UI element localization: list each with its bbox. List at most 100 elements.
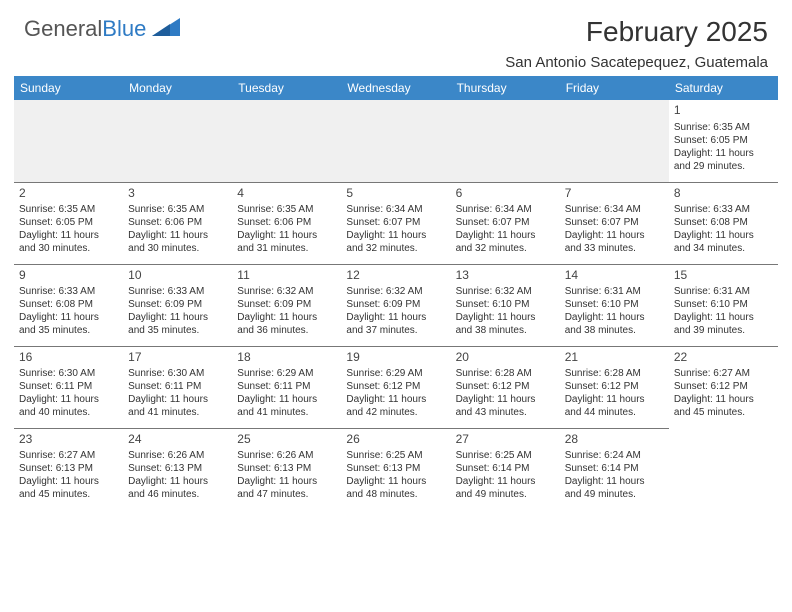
daylight-line: and 43 minutes.: [456, 406, 555, 419]
sunrise-line: Sunrise: 6:31 AM: [565, 285, 664, 298]
calendar-week-row: 16Sunrise: 6:30 AMSunset: 6:11 PMDayligh…: [14, 346, 778, 428]
day-number: 26: [346, 432, 445, 448]
sunset-line: Sunset: 6:06 PM: [237, 216, 336, 229]
calendar-cell: 27Sunrise: 6:25 AMSunset: 6:14 PMDayligh…: [451, 428, 560, 510]
day-number: 2: [19, 186, 118, 202]
calendar-cell: 2Sunrise: 6:35 AMSunset: 6:05 PMDaylight…: [14, 182, 123, 264]
calendar-cell-empty: [123, 100, 232, 182]
calendar-cell-empty: [560, 100, 669, 182]
sunrise-line: Sunrise: 6:35 AM: [237, 203, 336, 216]
daylight-line: and 32 minutes.: [456, 242, 555, 255]
sunset-line: Sunset: 6:13 PM: [128, 462, 227, 475]
daylight-line: Daylight: 11 hours: [456, 475, 555, 488]
sunset-line: Sunset: 6:09 PM: [237, 298, 336, 311]
day-number: 13: [456, 268, 555, 284]
daylight-line: Daylight: 11 hours: [346, 229, 445, 242]
daylight-line: and 33 minutes.: [565, 242, 664, 255]
daylight-line: Daylight: 11 hours: [237, 393, 336, 406]
day-number: 6: [456, 186, 555, 202]
calendar-cell: 17Sunrise: 6:30 AMSunset: 6:11 PMDayligh…: [123, 346, 232, 428]
sunrise-line: Sunrise: 6:28 AM: [456, 367, 555, 380]
daylight-line: and 32 minutes.: [346, 242, 445, 255]
daylight-line: Daylight: 11 hours: [128, 311, 227, 324]
day-number: 22: [674, 350, 773, 366]
daylight-line: and 38 minutes.: [456, 324, 555, 337]
day-number: 27: [456, 432, 555, 448]
day-number: 12: [346, 268, 445, 284]
daylight-line: Daylight: 11 hours: [456, 311, 555, 324]
daylight-line: and 42 minutes.: [346, 406, 445, 419]
sunrise-line: Sunrise: 6:33 AM: [128, 285, 227, 298]
calendar-cell: 10Sunrise: 6:33 AMSunset: 6:09 PMDayligh…: [123, 264, 232, 346]
sunset-line: Sunset: 6:12 PM: [456, 380, 555, 393]
sunrise-line: Sunrise: 6:24 AM: [565, 449, 664, 462]
day-number: 9: [19, 268, 118, 284]
daylight-line: and 36 minutes.: [237, 324, 336, 337]
calendar-cell: 26Sunrise: 6:25 AMSunset: 6:13 PMDayligh…: [341, 428, 450, 510]
sunrise-line: Sunrise: 6:34 AM: [456, 203, 555, 216]
sunrise-line: Sunrise: 6:35 AM: [19, 203, 118, 216]
sunset-line: Sunset: 6:08 PM: [19, 298, 118, 311]
daylight-line: Daylight: 11 hours: [674, 311, 773, 324]
day-number: 1: [674, 103, 773, 119]
day-number: 21: [565, 350, 664, 366]
calendar-week-row: 2Sunrise: 6:35 AMSunset: 6:05 PMDaylight…: [14, 182, 778, 264]
sunset-line: Sunset: 6:12 PM: [346, 380, 445, 393]
daylight-line: Daylight: 11 hours: [19, 311, 118, 324]
day-number: 10: [128, 268, 227, 284]
day-number: 14: [565, 268, 664, 284]
location-subtitle: San Antonio Sacatepequez, Guatemala: [505, 54, 768, 71]
day-number: 28: [565, 432, 664, 448]
weekday-header: Saturday: [669, 76, 778, 100]
calendar-cell: 23Sunrise: 6:27 AMSunset: 6:13 PMDayligh…: [14, 428, 123, 510]
logo-triangle-icon: [152, 18, 180, 41]
weekday-header: Wednesday: [341, 76, 450, 100]
daylight-line: and 49 minutes.: [456, 488, 555, 501]
daylight-line: Daylight: 11 hours: [128, 229, 227, 242]
daylight-line: Daylight: 11 hours: [346, 393, 445, 406]
daylight-line: Daylight: 11 hours: [128, 475, 227, 488]
day-number: 5: [346, 186, 445, 202]
daylight-line: and 38 minutes.: [565, 324, 664, 337]
sunset-line: Sunset: 6:09 PM: [346, 298, 445, 311]
calendar-cell: 7Sunrise: 6:34 AMSunset: 6:07 PMDaylight…: [560, 182, 669, 264]
sunrise-line: Sunrise: 6:25 AM: [346, 449, 445, 462]
daylight-line: Daylight: 11 hours: [346, 475, 445, 488]
calendar-cell: 28Sunrise: 6:24 AMSunset: 6:14 PMDayligh…: [560, 428, 669, 510]
calendar-cell-empty: [341, 100, 450, 182]
calendar-cell: 8Sunrise: 6:33 AMSunset: 6:08 PMDaylight…: [669, 182, 778, 264]
sunrise-line: Sunrise: 6:32 AM: [346, 285, 445, 298]
daylight-line: Daylight: 11 hours: [237, 475, 336, 488]
sunset-line: Sunset: 6:13 PM: [19, 462, 118, 475]
sunrise-line: Sunrise: 6:27 AM: [674, 367, 773, 380]
sunrise-line: Sunrise: 6:35 AM: [128, 203, 227, 216]
daylight-line: Daylight: 11 hours: [237, 229, 336, 242]
calendar-cell: 6Sunrise: 6:34 AMSunset: 6:07 PMDaylight…: [451, 182, 560, 264]
day-number: 15: [674, 268, 773, 284]
sunrise-line: Sunrise: 6:27 AM: [19, 449, 118, 462]
day-number: 3: [128, 186, 227, 202]
sunrise-line: Sunrise: 6:26 AM: [237, 449, 336, 462]
sunrise-line: Sunrise: 6:34 AM: [346, 203, 445, 216]
header: GeneralBlue February 2025 San Antonio Sa…: [0, 0, 792, 48]
calendar-cell: 15Sunrise: 6:31 AMSunset: 6:10 PMDayligh…: [669, 264, 778, 346]
daylight-line: and 35 minutes.: [19, 324, 118, 337]
calendar-cell: 20Sunrise: 6:28 AMSunset: 6:12 PMDayligh…: [451, 346, 560, 428]
daylight-line: Daylight: 11 hours: [565, 393, 664, 406]
logo-text-general: General: [24, 16, 102, 41]
day-number: 16: [19, 350, 118, 366]
calendar-week-row: 23Sunrise: 6:27 AMSunset: 6:13 PMDayligh…: [14, 428, 778, 510]
sunset-line: Sunset: 6:13 PM: [237, 462, 336, 475]
sunrise-line: Sunrise: 6:25 AM: [456, 449, 555, 462]
sunset-line: Sunset: 6:12 PM: [565, 380, 664, 393]
day-number: 8: [674, 186, 773, 202]
daylight-line: and 46 minutes.: [128, 488, 227, 501]
title-block: February 2025 San Antonio Sacatepequez, …: [505, 16, 768, 71]
daylight-line: Daylight: 11 hours: [565, 229, 664, 242]
daylight-line: Daylight: 11 hours: [128, 393, 227, 406]
weekday-header: Sunday: [14, 76, 123, 100]
day-number: 7: [565, 186, 664, 202]
day-number: 23: [19, 432, 118, 448]
daylight-line: and 37 minutes.: [346, 324, 445, 337]
sunset-line: Sunset: 6:11 PM: [128, 380, 227, 393]
